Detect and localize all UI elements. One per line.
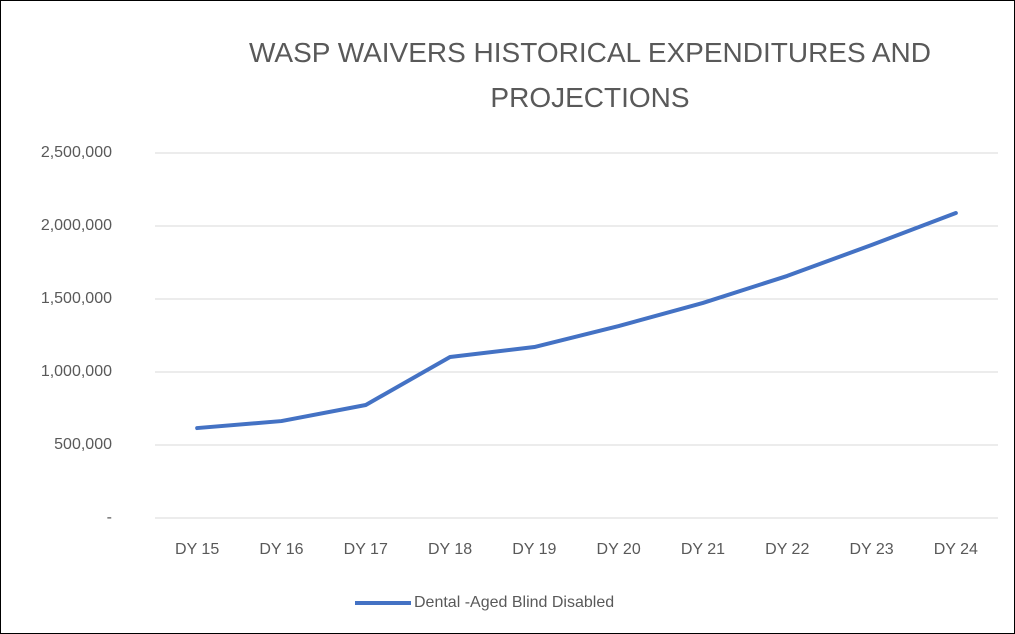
x-tick-label: DY 16 [259,541,303,558]
y-tick-label: 1,500,000 [41,290,112,307]
y-tick-label: 2,000,000 [41,217,112,234]
x-tick-label: DY 19 [512,541,556,558]
x-tick-label: DY 17 [344,541,388,558]
x-tick-label: DY 18 [428,541,472,558]
x-tick-label: DY 23 [849,541,893,558]
chart-title: WASP WAIVERS HISTORICAL EXPENDITURES AND… [249,37,931,113]
x-tick-label: DY 21 [681,541,725,558]
x-tick-label: DY 15 [175,541,219,558]
y-tick-label: 1,000,000 [41,363,112,380]
y-tick-label: - [107,509,112,526]
data-line [195,211,958,431]
legend-label: Dental -Aged Blind Disabled [414,594,614,611]
x-tick-label: DY 22 [765,541,809,558]
x-tick-label: DY 24 [934,541,978,558]
y-tick-label: 500,000 [54,436,112,453]
y-tick-label: 2,500,000 [41,144,112,161]
x-tick-label: DY 20 [597,541,641,558]
